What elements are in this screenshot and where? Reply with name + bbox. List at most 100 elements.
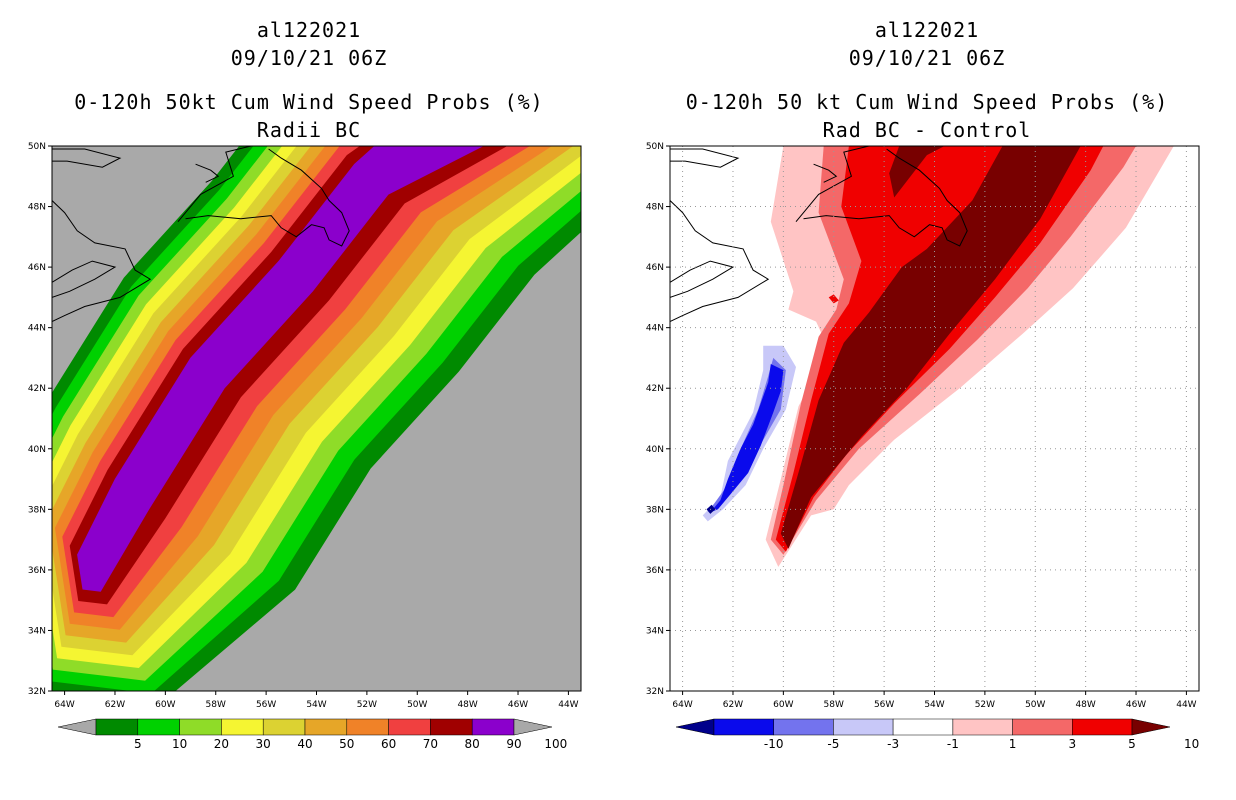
colorbar-label: -1: [947, 737, 959, 751]
x-tick-label: 54W: [306, 700, 326, 710]
y-tick-label: 44N: [646, 324, 664, 334]
contour-80: [69, 146, 508, 605]
y-tick-label: 50N: [28, 142, 46, 152]
x-tick-label: 58W: [824, 700, 844, 710]
x-tick-label: 44W: [558, 700, 578, 710]
colorbar-swatch: [430, 718, 473, 736]
y-tick-label: 46N: [646, 263, 664, 273]
colorbar-high-arrow: [1131, 718, 1171, 736]
colorbar-label: 10: [1184, 737, 1199, 751]
colorbar-label: 90: [506, 737, 521, 751]
y-tick-label: 42N: [646, 384, 664, 394]
colorbar-label: 5: [1128, 737, 1136, 751]
storm-id-title: al122021: [256, 18, 362, 42]
colorbar-high-arrow: [513, 718, 553, 736]
coastline: [813, 163, 838, 183]
contour-10: [780, 146, 1081, 549]
colorbar-label: 30: [256, 737, 271, 751]
storm-id-title: al122021: [874, 18, 980, 42]
x-tick-label: 62W: [105, 700, 125, 710]
colorbar-label: -3: [887, 737, 899, 751]
colorbar-swatch: [773, 718, 834, 736]
colorbar-label: 60: [381, 737, 396, 751]
colorbar-swatch: [952, 718, 1013, 736]
date-title: 09/10/21 06Z: [230, 46, 388, 70]
colorbar-low-arrow: [675, 718, 715, 736]
x-tick-label: 50W: [407, 700, 427, 710]
colorbar: -10 -5 -3 -1 1 3 5 10: [675, 718, 1199, 751]
colorbar-swatch: [892, 718, 954, 736]
coastline: [795, 146, 870, 223]
probability-contours: [52, 146, 581, 691]
y-tick-label: 42N: [28, 384, 46, 394]
panel-radii-bc: al122021 09/10/21 06Z 0-120h 50kt Cum Wi…: [28, 18, 582, 751]
x-tick-label: 64W: [54, 700, 74, 710]
x-tick-label: 60W: [155, 700, 175, 710]
colorbar-swatch: [304, 718, 348, 736]
x-tick-label: 58W: [206, 700, 226, 710]
x-tick-label: 52W: [975, 700, 995, 710]
date-title: 09/10/21 06Z: [848, 46, 1006, 70]
x-tick-label: 56W: [874, 700, 894, 710]
y-tick-label: 48N: [28, 203, 46, 213]
y-tick-label: 38N: [28, 505, 46, 515]
colorbar-label: 10: [172, 737, 187, 751]
colorbar-label: 40: [297, 737, 312, 751]
contour-70: [62, 146, 530, 618]
colorbar-swatch: [95, 718, 139, 736]
coastline: [185, 148, 350, 247]
colorbar-label: 100: [544, 737, 567, 751]
colorbar-swatch: [833, 718, 894, 736]
x-tick-label: 64W: [672, 700, 692, 710]
colorbar-swatch: [713, 718, 774, 736]
x-tick-label: 48W: [457, 700, 477, 710]
colorbar-label: 1: [1009, 737, 1017, 751]
y-tick-label: 32N: [28, 687, 46, 697]
y-tick-label: 40N: [28, 445, 46, 455]
colorbar-label: -10: [764, 737, 784, 751]
y-tick-label: 44N: [28, 324, 46, 334]
y-tick-label: 36N: [646, 566, 664, 576]
colorbar-swatch: [179, 718, 222, 736]
coastline: [670, 260, 735, 298]
y-tick-label: 40N: [646, 445, 664, 455]
x-tick-label: 46W: [508, 700, 528, 710]
x-tick-label: 62W: [723, 700, 743, 710]
contour-5: [775, 146, 1104, 552]
x-tick-label: 52W: [357, 700, 377, 710]
coastline: [670, 200, 770, 323]
x-tick-label: 44W: [1176, 700, 1196, 710]
coastline: [52, 260, 117, 298]
colorbar-swatch: [388, 718, 431, 736]
x-tick-label: 60W: [773, 700, 793, 710]
colorbar-swatch: [262, 718, 306, 736]
coastline: [52, 148, 122, 168]
y-tick-label: 34N: [646, 626, 664, 636]
colorbar-label: 5: [134, 737, 142, 751]
contour-5: [828, 294, 839, 304]
x-tick-label: 54W: [924, 700, 944, 710]
panel-subtitle: Radii BC: [256, 118, 362, 142]
x-tick-label: 56W: [256, 700, 276, 710]
panel-difference: al122021 09/10/21 06Z 0-120h 50 kt Cum W…: [618, 0, 1236, 800]
y-tick-label: 50N: [646, 142, 664, 152]
coastline: [52, 200, 152, 323]
x-tick-label: 48W: [1075, 700, 1095, 710]
contour-90: [77, 146, 484, 592]
difference-map: 64W 62W 60W 58W 56W 54W 52W 50W 48W 46W 44W 32N 34N 3…: [646, 142, 1200, 751]
y-tick-label: 48N: [646, 203, 664, 213]
colorbar-swatch: [346, 718, 389, 736]
y-tick-label: 36N: [28, 566, 46, 576]
colorbar-label: 80: [465, 737, 480, 751]
colorbar-label: 3: [1068, 737, 1076, 751]
y-tick-label: 38N: [646, 505, 664, 515]
y-tick-label: 46N: [28, 263, 46, 273]
contour-10: [889, 146, 945, 198]
colorbar-low-arrow: [57, 718, 97, 736]
y-tick-label: 32N: [646, 687, 664, 697]
x-tick-label: 46W: [1126, 700, 1146, 710]
colorbar-label: 70: [423, 737, 438, 751]
colorbar-swatch: [471, 718, 515, 736]
colorbar-label: -5: [827, 737, 839, 751]
axes: 64W 62W 60W 58W 56W 54W 52W 50W 48W 46W 44W 32N 34N 3…: [28, 142, 582, 710]
